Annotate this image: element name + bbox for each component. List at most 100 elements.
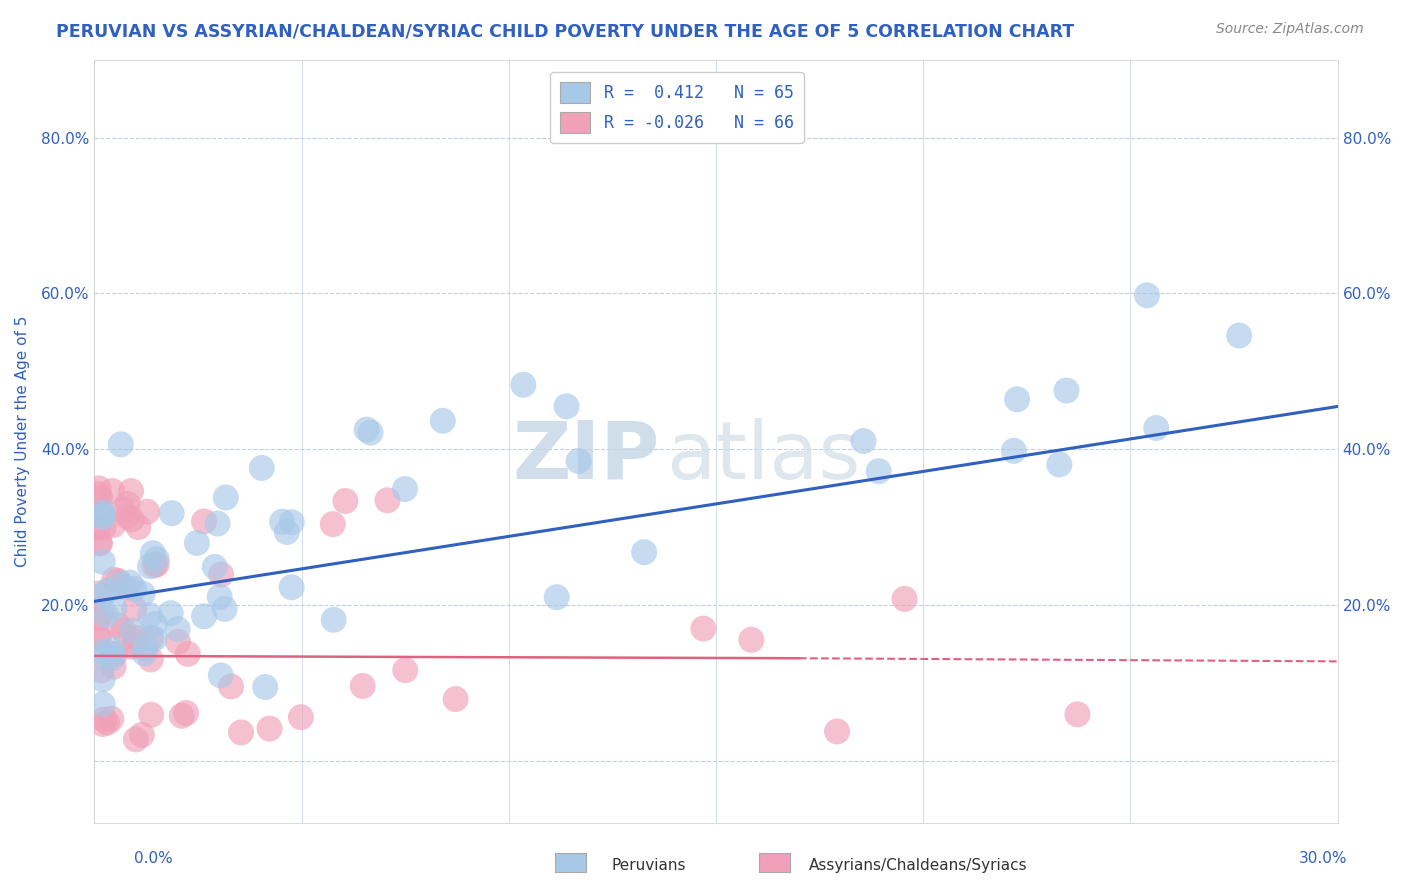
Text: Source: ZipAtlas.com: Source: ZipAtlas.com [1216,22,1364,37]
Point [93,521,115,535]
Point [90,605,112,619]
Point [546,590,568,604]
Point [91,510,114,524]
Point [103,573,125,587]
Point [259,722,281,736]
Point [352,679,374,693]
Point [89,536,111,550]
Point [139,632,162,646]
Point [208,590,231,604]
Point [250,461,273,475]
Point [177,647,200,661]
Point [118,575,141,590]
Point [204,560,226,574]
Point [740,632,762,647]
Point [101,651,124,665]
Point [1047,458,1070,472]
Point [134,646,156,660]
Point [91,509,114,524]
Point [290,710,312,724]
Text: 0.0%: 0.0% [134,851,173,865]
Point [91,505,114,519]
Point [145,557,167,571]
Point [125,631,148,645]
Point [568,454,591,468]
Point [132,587,155,601]
Point [280,580,302,594]
Point [193,515,215,529]
Point [1056,384,1078,398]
Point [254,680,277,694]
Point [117,497,139,511]
Point [160,506,183,520]
Point [356,423,378,437]
Point [825,724,848,739]
Point [101,648,124,662]
Point [91,697,114,711]
Point [215,491,238,505]
Point [1136,288,1159,302]
Point [91,645,114,659]
Point [101,642,124,657]
Point [110,437,132,451]
Point [134,640,156,655]
Point [125,732,148,747]
Point [121,512,143,526]
Point [104,647,127,661]
Text: Assyrians/Chaldeans/Syriacs: Assyrians/Chaldeans/Syriacs [808,858,1026,872]
Point [139,652,162,666]
Point [159,606,181,620]
Point [131,728,153,742]
Point [141,707,163,722]
Point [174,706,197,720]
Point [136,505,159,519]
Point [94,608,117,623]
Point [103,660,125,674]
Point [124,601,146,615]
Point [100,712,122,726]
Point [103,517,125,532]
Point [444,692,467,706]
Point [377,493,399,508]
Point [101,483,124,498]
Point [692,622,714,636]
Point [186,536,208,550]
Point [868,464,890,478]
Text: Peruvians: Peruvians [612,858,686,872]
Point [394,482,416,496]
Point [139,608,162,623]
Point [91,555,114,569]
Point [145,552,167,566]
Text: ZIP: ZIP [513,417,659,496]
Point [166,622,188,636]
Point [90,664,112,678]
Point [97,583,120,598]
Point [124,635,146,649]
Point [96,715,118,730]
Point [1005,392,1028,407]
Point [322,517,344,532]
Point [112,624,135,638]
Point [360,425,382,440]
Point [893,591,915,606]
Point [143,632,166,646]
Point [93,713,115,727]
Point [1066,707,1088,722]
Point [555,399,578,413]
Point [89,504,111,518]
Point [209,668,232,682]
Point [91,588,114,602]
Point [112,502,135,516]
Y-axis label: Child Poverty Under the Age of 5: Child Poverty Under the Age of 5 [15,316,30,567]
Point [87,630,110,644]
Point [142,546,165,560]
Point [143,558,166,573]
Point [89,491,111,505]
Point [91,649,114,664]
Point [114,581,136,595]
Point [432,414,454,428]
Point [512,377,534,392]
Point [103,601,125,615]
Point [120,483,142,498]
Point [121,640,143,654]
